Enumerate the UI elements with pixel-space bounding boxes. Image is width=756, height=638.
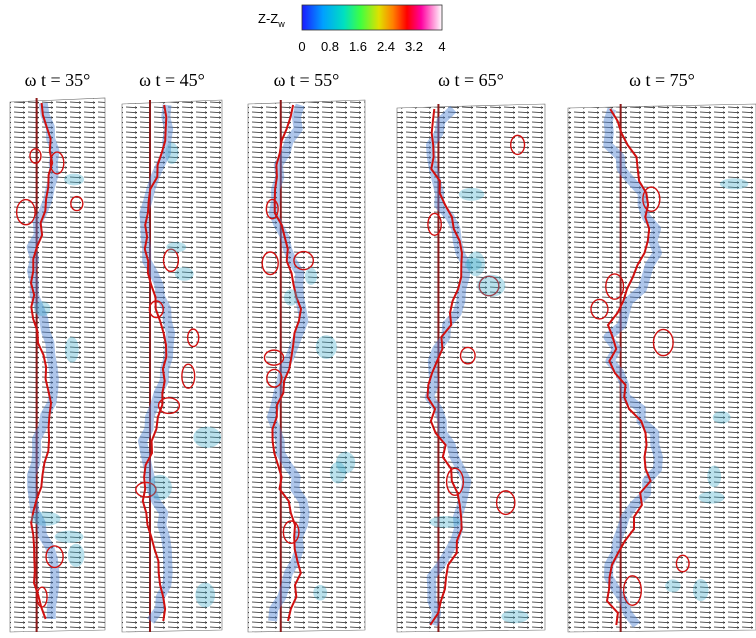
structure-blob — [713, 411, 731, 423]
structure-blob — [699, 491, 725, 503]
colorbar-tick-label: 4 — [438, 39, 445, 54]
colorbar: Z-Zw 0 0.8 1.6 2.4 3.2 4 — [258, 5, 446, 54]
panel: ω t = 35° — [10, 70, 105, 632]
panel-title: ω t = 45° — [139, 70, 205, 90]
vector-field — [122, 100, 222, 632]
structure-blob — [330, 462, 346, 484]
structure-blob — [501, 610, 528, 623]
panel-title: ω t = 55° — [274, 70, 340, 90]
panel-title: ω t = 65° — [438, 70, 504, 90]
structure-blob — [65, 337, 79, 363]
vector-field — [397, 104, 545, 632]
colorbar-gradient — [302, 5, 442, 30]
structure-blob — [693, 579, 709, 601]
structure-blob — [707, 466, 721, 488]
panels: ω t = 35° ω t = 45° ω t = 55° ω t = 65° ω t … — [10, 70, 756, 632]
colorbar-tick-label: 1.6 — [349, 39, 367, 54]
panel-title: ω t = 75° — [629, 70, 695, 90]
structure-blob — [459, 188, 485, 201]
structure-blob — [305, 268, 317, 285]
structure-blob — [193, 427, 221, 448]
colorbar-label: Z-Zw — [258, 11, 285, 29]
panel: ω t = 75° — [568, 70, 756, 632]
panel: ω t = 65° — [397, 70, 545, 632]
colorbar-tick-label: 0 — [298, 39, 305, 54]
page: Flow field panels {"colorbar": {"label":… — [0, 0, 756, 638]
structure-blob — [166, 242, 186, 253]
structure-blob — [31, 512, 61, 526]
structure-blob — [64, 174, 84, 186]
colorbar-tick-label: 3.2 — [405, 39, 423, 54]
structure-blob — [316, 335, 337, 359]
structure-blob — [195, 582, 215, 607]
structure-blob — [477, 275, 505, 297]
structure-blob — [665, 579, 680, 592]
figure: Z-Zw 00.81.62.43.24 ω t = 35°ω t = 45°ω … — [0, 0, 756, 638]
colorbar-tick-label: 0.8 — [321, 39, 339, 54]
structure-blob — [313, 585, 327, 601]
structure-blob — [284, 289, 298, 306]
vector-field — [248, 100, 365, 632]
panel: ω t = 55° — [248, 70, 365, 632]
structure-blob — [175, 267, 194, 281]
structure-blob — [720, 178, 749, 189]
structure-blob — [148, 475, 172, 500]
structure-blob — [165, 142, 178, 164]
panel: ω t = 45° — [122, 70, 222, 632]
colorbar-label-main: Z-Z — [258, 11, 278, 26]
structure-blob — [429, 516, 461, 528]
structure-blob — [55, 531, 84, 543]
structure-blob — [465, 258, 482, 271]
panel-title: ω t = 35° — [25, 70, 91, 90]
structure-blob — [68, 544, 85, 567]
structure-blob — [34, 301, 51, 316]
body: Z-Zw 00.81.62.43.24 ω t = 35°ω t = 45°ω … — [0, 0, 756, 638]
colorbar-tick-label: 2.4 — [377, 39, 395, 54]
colorbar-label-subscript: w — [277, 19, 285, 29]
